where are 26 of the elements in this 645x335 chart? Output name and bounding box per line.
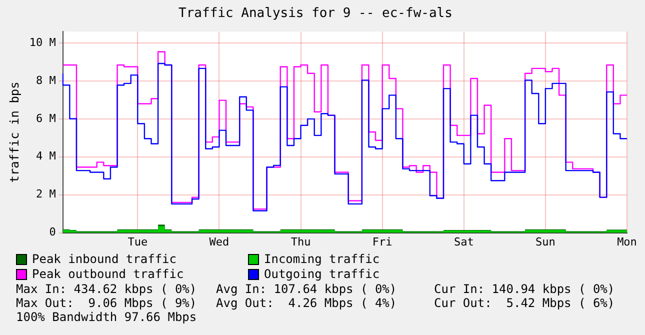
legend-label: Outgoing traffic [264,267,380,281]
y-tick-label: 8 M [36,74,56,87]
x-tick-label: Tue [128,235,148,248]
y-tick-label: 10 M [29,36,56,49]
text: Cur In: 140.94 kbps ( 0%) [434,282,616,296]
text: Avg Out: 4.26 Mbps ( 4%) [216,296,398,310]
legend-label: Incoming traffic [264,252,380,266]
x-tick-label: Sat [454,235,474,248]
x-tick-label: Mon [617,235,637,248]
text: Cur Out: 5.42 Mbps ( 6%) [434,296,616,310]
x-tick-label: Sun [536,235,556,248]
x-tick-label: Fri [372,235,392,248]
legend-label: Peak outbound traffic [32,267,184,281]
y-tick-label: 6 M [36,112,56,125]
y-axis-title: traffic in bps [7,82,22,183]
legend-label: Peak inbound traffic [32,252,176,266]
y-tick-label: 4 M [36,150,56,163]
x-tick-label: Thu [290,235,311,248]
text: Max In: 434.62 kbps ( 0%) [16,282,198,296]
text: 100% Bandwidth 97.66 Mbps [16,310,198,324]
text: Max Out: 9.06 Mbps ( 9%) [16,296,198,310]
y-tick-label: 2 M [36,188,56,201]
y-tick-label: 0 [49,226,56,239]
chart-title: Traffic Analysis for 9 -- ec-fw-als [178,6,452,22]
text: Avg In: 107.64 kbps ( 0%) [216,282,398,296]
x-tick-label: Wed [209,235,230,248]
